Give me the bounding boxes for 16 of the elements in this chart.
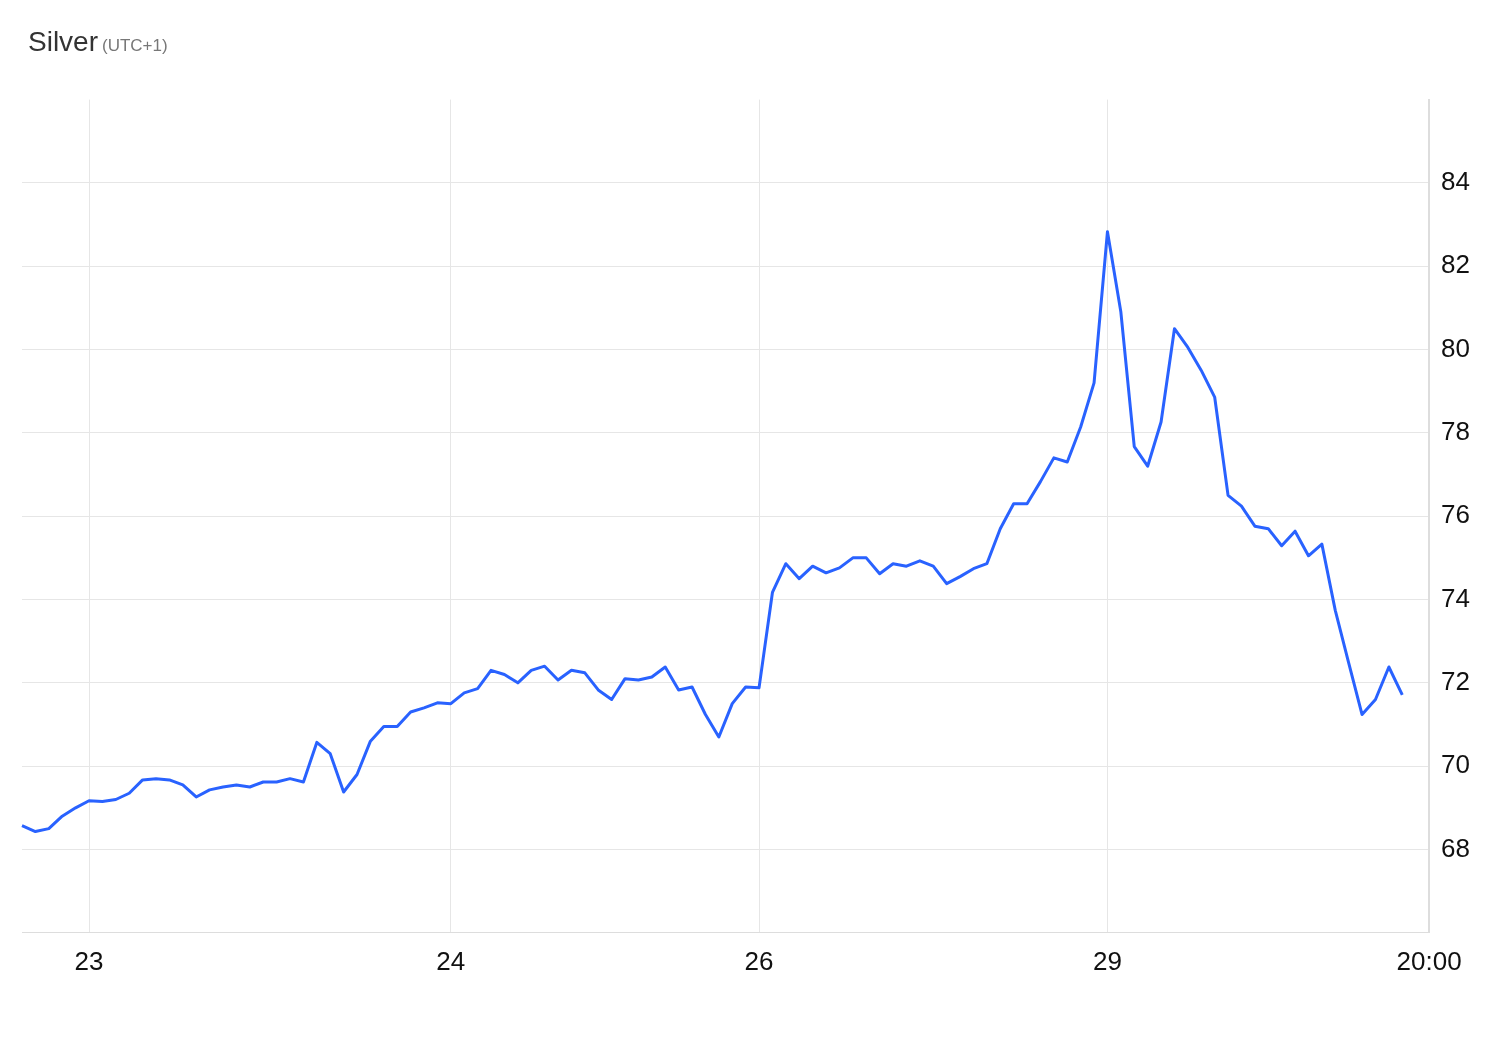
x-tick-label: 24 [436, 945, 466, 976]
x-tick-label: 29 [1093, 945, 1122, 976]
y-tick-label: 68 [1441, 832, 1470, 863]
y-tick-label: 72 [1441, 666, 1470, 697]
y-tick-label: 78 [1441, 416, 1470, 447]
x-tick-label: 23 [74, 945, 104, 976]
x-tick-label: 26 [744, 945, 774, 976]
y-tick-label: 74 [1441, 582, 1470, 613]
y-tick-label: 82 [1441, 249, 1470, 280]
y-tick-label: 80 [1441, 332, 1470, 363]
y-tick-label: 76 [1441, 499, 1470, 530]
y-tick-label: 70 [1441, 749, 1470, 780]
chart-title: Silver [28, 26, 99, 57]
chart-subtitle: (UTC+1) [102, 36, 168, 55]
x-tick-label: 20:00 [1396, 945, 1462, 976]
y-tick-label: 84 [1441, 166, 1470, 197]
